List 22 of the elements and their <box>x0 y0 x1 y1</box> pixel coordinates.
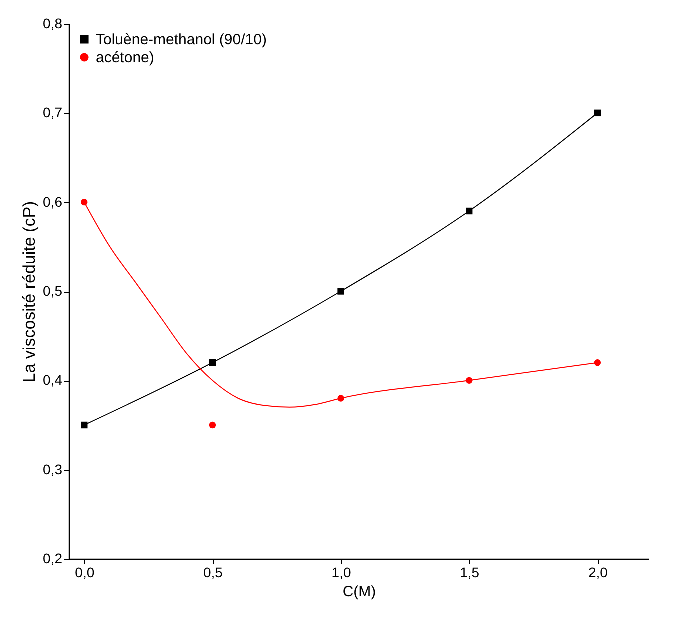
point <box>466 208 473 215</box>
x-tick-label: 1,5 <box>460 564 480 580</box>
y-tick-label: 0,3 <box>43 461 63 478</box>
x-tick-label: 0,0 <box>75 564 95 580</box>
y-tick-label: 0,6 <box>43 194 63 210</box>
y-tick-label: 0,5 <box>43 283 63 299</box>
point <box>594 110 602 117</box>
x-tick-label: 0,5 <box>203 564 224 580</box>
point <box>209 359 216 366</box>
y-tick-label: 0,8 <box>43 16 63 32</box>
legend-label: acétone) <box>96 50 154 66</box>
x-axis-title: C(M) <box>342 584 376 600</box>
point <box>209 422 216 429</box>
y-tick-label: 0,7 <box>43 104 63 121</box>
y-tick-label: 0,2 <box>43 550 63 566</box>
point <box>338 288 344 295</box>
y-tick-label: 0,4 <box>43 372 63 388</box>
legend-label: Toluène-methanol (90/10) <box>96 32 267 48</box>
x-tick-label: 1,0 <box>332 564 352 580</box>
y-axis-title: La viscosité réduite (cP) <box>20 201 40 383</box>
point <box>81 422 88 429</box>
x-tick-label: 2,0 <box>588 564 608 580</box>
